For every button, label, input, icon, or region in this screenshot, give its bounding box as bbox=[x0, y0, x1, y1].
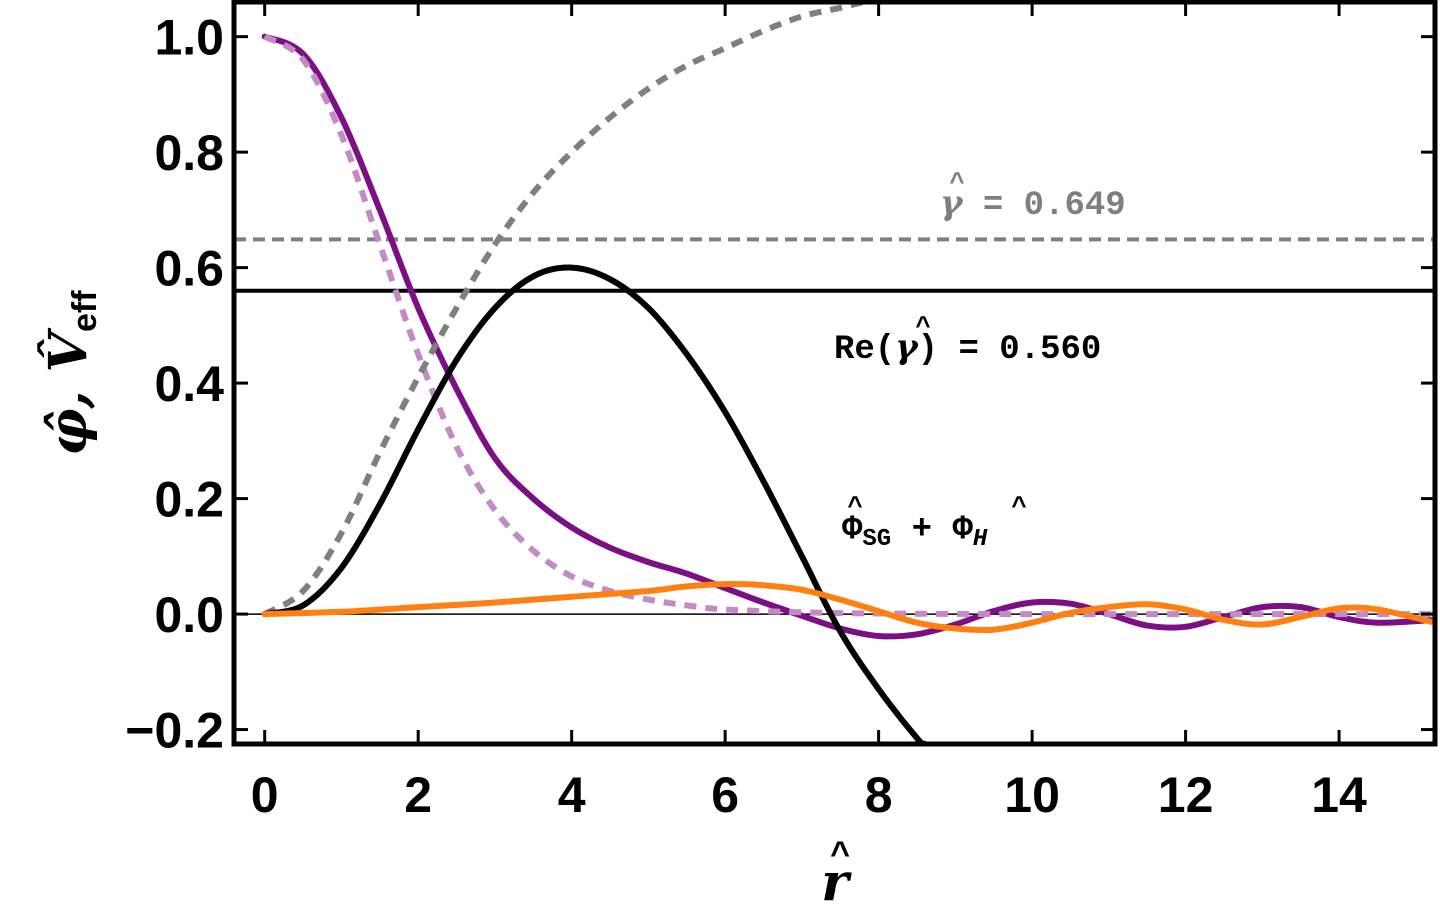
axis-ticks: 0 2 4 6 8 10 12 14 −0.2 0.0 0.2 0.4 0.6 0.8 1.0 bbox=[125, 2, 1435, 823]
series-line-4 bbox=[261, 581, 1435, 634]
y-axis-label: φ̂, V̂eff bbox=[38, 290, 104, 456]
x-tick-label: 0 bbox=[251, 767, 279, 823]
phi-h-symbol: Φ bbox=[952, 511, 973, 549]
x-tick-label: 6 bbox=[711, 767, 739, 823]
phi-sg-hat: ^ bbox=[847, 490, 862, 520]
x-tick-label: 8 bbox=[865, 767, 893, 823]
phi-h-hat: ^ bbox=[1011, 490, 1026, 520]
re-gamma-value: ) = 0.560 bbox=[918, 331, 1102, 369]
re-gamma-symbol: γ bbox=[895, 327, 919, 367]
phi-sg-subscript: SG bbox=[862, 526, 891, 553]
x-axis-label-hat: ^ bbox=[830, 835, 850, 873]
y-tick-label: 0.8 bbox=[154, 125, 224, 181]
x-tick-label: 10 bbox=[1004, 767, 1060, 823]
plot-frame bbox=[231, 0, 1438, 747]
gamma-symbol: γ bbox=[940, 183, 964, 223]
y-axis-label-sub: eff bbox=[66, 290, 104, 332]
y-tick-label: −0.2 bbox=[125, 703, 224, 759]
phi-sg-symbol: Φ bbox=[842, 511, 863, 549]
y-tick-label: 0.4 bbox=[154, 356, 224, 412]
re-gamma-hat: ^ bbox=[915, 310, 930, 340]
y-axis-label-group: φ̂, V̂eff bbox=[38, 290, 104, 456]
y-axis-label-main: φ̂, V̂ bbox=[38, 327, 99, 455]
gamma-annotation: γ = 0.649 bbox=[940, 183, 1126, 225]
y-tick-label: 1.0 bbox=[154, 10, 224, 66]
gamma-hat: ^ bbox=[949, 166, 964, 196]
series-line-3 bbox=[261, 264, 928, 744]
y-tick-label: 0.2 bbox=[154, 472, 224, 528]
x-tick-label: 14 bbox=[1311, 767, 1367, 823]
x-tick-label: 12 bbox=[1158, 767, 1214, 823]
x-tick-label: 4 bbox=[558, 767, 586, 823]
phi-h-subscript: H bbox=[973, 526, 988, 553]
x-tick-label: 2 bbox=[404, 767, 432, 823]
y-tick-label: 0.6 bbox=[154, 241, 224, 297]
gamma-value: = 0.649 bbox=[962, 187, 1125, 225]
phi-plus: + bbox=[891, 511, 952, 549]
re-gamma-annotation: Re(γ) = 0.560 bbox=[834, 327, 1101, 369]
y-tick-label: 0.0 bbox=[154, 587, 224, 643]
series-group bbox=[261, 2, 1435, 744]
x-axis-label: r bbox=[821, 852, 852, 913]
phi-sum-annotation: ΦSG + ΦH bbox=[842, 511, 988, 553]
re-gamma-prefix: Re( bbox=[834, 331, 895, 369]
